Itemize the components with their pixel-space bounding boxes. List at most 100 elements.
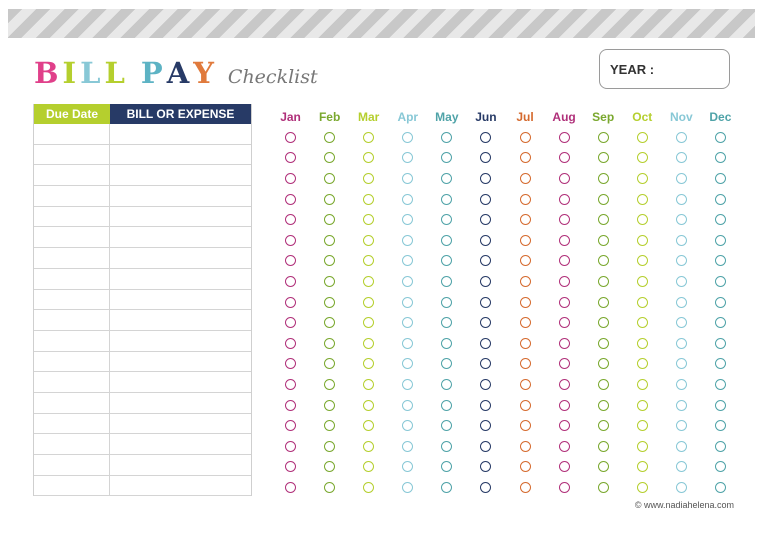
paid-checkbox-circle[interactable] bbox=[324, 255, 336, 267]
paid-checkbox-circle[interactable] bbox=[285, 358, 297, 370]
paid-checkbox-circle[interactable] bbox=[714, 255, 726, 267]
paid-checkbox-circle[interactable] bbox=[441, 317, 453, 329]
paid-checkbox-circle[interactable] bbox=[480, 399, 492, 411]
paid-checkbox-circle[interactable] bbox=[363, 317, 375, 329]
due-date-cell[interactable] bbox=[34, 268, 110, 289]
paid-checkbox-circle[interactable] bbox=[285, 131, 297, 143]
bill-cell[interactable] bbox=[110, 372, 251, 392]
paid-checkbox-circle[interactable] bbox=[285, 378, 297, 390]
paid-checkbox-circle[interactable] bbox=[480, 358, 492, 370]
paid-checkbox-circle[interactable] bbox=[675, 358, 687, 370]
paid-checkbox-circle[interactable] bbox=[714, 358, 726, 370]
paid-checkbox-circle[interactable] bbox=[636, 399, 648, 411]
due-date-cell[interactable] bbox=[34, 372, 110, 392]
paid-checkbox-circle[interactable] bbox=[363, 152, 375, 164]
paid-checkbox-circle[interactable] bbox=[285, 337, 297, 349]
paid-checkbox-circle[interactable] bbox=[285, 399, 297, 411]
paid-checkbox-circle[interactable] bbox=[714, 234, 726, 246]
paid-checkbox-circle[interactable] bbox=[714, 214, 726, 226]
paid-checkbox-circle[interactable] bbox=[402, 461, 414, 473]
paid-checkbox-circle[interactable] bbox=[480, 255, 492, 267]
paid-checkbox-circle[interactable] bbox=[558, 481, 570, 493]
paid-checkbox-circle[interactable] bbox=[480, 378, 492, 390]
paid-checkbox-circle[interactable] bbox=[402, 296, 414, 308]
paid-checkbox-circle[interactable] bbox=[285, 234, 297, 246]
bill-cell[interactable] bbox=[110, 434, 251, 454]
paid-checkbox-circle[interactable] bbox=[714, 317, 726, 329]
paid-checkbox-circle[interactable] bbox=[480, 296, 492, 308]
paid-checkbox-circle[interactable] bbox=[558, 440, 570, 452]
paid-checkbox-circle[interactable] bbox=[441, 378, 453, 390]
paid-checkbox-circle[interactable] bbox=[714, 461, 726, 473]
due-date-cell[interactable] bbox=[34, 475, 110, 496]
paid-checkbox-circle[interactable] bbox=[675, 275, 687, 287]
paid-checkbox-circle[interactable] bbox=[636, 131, 648, 143]
paid-checkbox-circle[interactable] bbox=[480, 275, 492, 287]
paid-checkbox-circle[interactable] bbox=[636, 317, 648, 329]
paid-checkbox-circle[interactable] bbox=[519, 378, 531, 390]
bill-cell[interactable] bbox=[110, 124, 251, 144]
paid-checkbox-circle[interactable] bbox=[675, 131, 687, 143]
paid-checkbox-circle[interactable] bbox=[519, 440, 531, 452]
paid-checkbox-circle[interactable] bbox=[597, 275, 609, 287]
paid-checkbox-circle[interactable] bbox=[714, 420, 726, 432]
year-field[interactable]: YEAR : bbox=[599, 49, 730, 89]
paid-checkbox-circle[interactable] bbox=[363, 358, 375, 370]
bill-cell[interactable] bbox=[110, 165, 251, 185]
paid-checkbox-circle[interactable] bbox=[597, 337, 609, 349]
paid-checkbox-circle[interactable] bbox=[363, 420, 375, 432]
paid-checkbox-circle[interactable] bbox=[636, 152, 648, 164]
paid-checkbox-circle[interactable] bbox=[597, 399, 609, 411]
paid-checkbox-circle[interactable] bbox=[675, 193, 687, 205]
paid-checkbox-circle[interactable] bbox=[558, 317, 570, 329]
paid-checkbox-circle[interactable] bbox=[597, 214, 609, 226]
paid-checkbox-circle[interactable] bbox=[636, 337, 648, 349]
paid-checkbox-circle[interactable] bbox=[441, 399, 453, 411]
paid-checkbox-circle[interactable] bbox=[324, 214, 336, 226]
paid-checkbox-circle[interactable] bbox=[441, 255, 453, 267]
due-date-cell[interactable] bbox=[34, 206, 110, 227]
paid-checkbox-circle[interactable] bbox=[402, 152, 414, 164]
paid-checkbox-circle[interactable] bbox=[675, 378, 687, 390]
paid-checkbox-circle[interactable] bbox=[324, 317, 336, 329]
paid-checkbox-circle[interactable] bbox=[402, 255, 414, 267]
paid-checkbox-circle[interactable] bbox=[519, 214, 531, 226]
paid-checkbox-circle[interactable] bbox=[597, 296, 609, 308]
due-date-cell[interactable] bbox=[34, 455, 110, 475]
paid-checkbox-circle[interactable] bbox=[363, 399, 375, 411]
paid-checkbox-circle[interactable] bbox=[558, 420, 570, 432]
paid-checkbox-circle[interactable] bbox=[324, 461, 336, 473]
paid-checkbox-circle[interactable] bbox=[597, 193, 609, 205]
paid-checkbox-circle[interactable] bbox=[441, 275, 453, 287]
paid-checkbox-circle[interactable] bbox=[324, 152, 336, 164]
paid-checkbox-circle[interactable] bbox=[636, 172, 648, 184]
paid-checkbox-circle[interactable] bbox=[558, 378, 570, 390]
paid-checkbox-circle[interactable] bbox=[675, 481, 687, 493]
due-date-cell[interactable] bbox=[34, 124, 110, 144]
paid-checkbox-circle[interactable] bbox=[285, 296, 297, 308]
paid-checkbox-circle[interactable] bbox=[324, 172, 336, 184]
paid-checkbox-circle[interactable] bbox=[675, 255, 687, 267]
paid-checkbox-circle[interactable] bbox=[324, 234, 336, 246]
due-date-cell[interactable] bbox=[34, 289, 110, 310]
paid-checkbox-circle[interactable] bbox=[402, 317, 414, 329]
paid-checkbox-circle[interactable] bbox=[519, 172, 531, 184]
paid-checkbox-circle[interactable] bbox=[675, 337, 687, 349]
paid-checkbox-circle[interactable] bbox=[441, 234, 453, 246]
paid-checkbox-circle[interactable] bbox=[558, 337, 570, 349]
paid-checkbox-circle[interactable] bbox=[441, 461, 453, 473]
paid-checkbox-circle[interactable] bbox=[636, 234, 648, 246]
paid-checkbox-circle[interactable] bbox=[636, 420, 648, 432]
paid-checkbox-circle[interactable] bbox=[285, 193, 297, 205]
paid-checkbox-circle[interactable] bbox=[519, 337, 531, 349]
bill-cell[interactable] bbox=[110, 310, 251, 330]
bill-cell[interactable] bbox=[110, 186, 251, 206]
paid-checkbox-circle[interactable] bbox=[285, 255, 297, 267]
paid-checkbox-circle[interactable] bbox=[597, 461, 609, 473]
paid-checkbox-circle[interactable] bbox=[480, 317, 492, 329]
paid-checkbox-circle[interactable] bbox=[363, 440, 375, 452]
bill-cell[interactable] bbox=[110, 227, 251, 247]
paid-checkbox-circle[interactable] bbox=[636, 440, 648, 452]
due-date-cell[interactable] bbox=[34, 392, 110, 413]
paid-checkbox-circle[interactable] bbox=[714, 378, 726, 390]
